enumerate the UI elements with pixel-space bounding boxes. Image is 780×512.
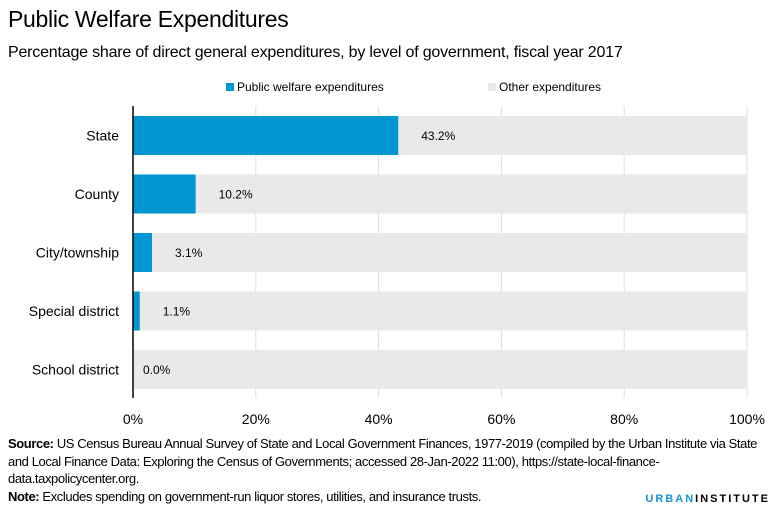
legend-item-welfare: Public welfare expenditures bbox=[226, 80, 384, 94]
legend: Public welfare expenditures Other expend… bbox=[0, 80, 780, 96]
legend-label-other: Other expenditures bbox=[499, 80, 602, 94]
category-label: City/township bbox=[36, 245, 119, 261]
note-text: Excludes spending on government-run liqu… bbox=[39, 488, 482, 504]
data-label: 1.1% bbox=[163, 305, 191, 319]
bar-welfare bbox=[133, 116, 399, 155]
chart-subtitle: Percentage share of direct general expen… bbox=[8, 44, 623, 61]
category-label: County bbox=[75, 186, 119, 202]
legend-swatch-other bbox=[488, 83, 496, 91]
bar-welfare bbox=[133, 233, 153, 272]
x-tick-label: 20% bbox=[242, 411, 270, 427]
bar-welfare bbox=[133, 291, 140, 331]
note: Note: Excludes spending on government-ru… bbox=[8, 488, 778, 506]
source-text: US Census Bureau Annual Survey of State … bbox=[8, 436, 758, 486]
x-tick-label: 0% bbox=[123, 411, 143, 427]
data-label: 10.2% bbox=[219, 188, 253, 202]
bar-other bbox=[133, 291, 747, 331]
legend-item-other: Other expenditures bbox=[488, 80, 601, 94]
category-label: School district bbox=[32, 362, 119, 378]
data-label: 3.1% bbox=[175, 246, 203, 260]
bar-welfare bbox=[133, 174, 196, 214]
legend-label-welfare: Public welfare expenditures bbox=[237, 80, 384, 94]
urban-institute-logo: URBANINSTITUTE bbox=[645, 493, 770, 505]
note-label: Note: bbox=[8, 488, 40, 504]
x-tick-label: 40% bbox=[365, 411, 393, 427]
chart-title: Public Welfare Expenditures bbox=[8, 6, 289, 32]
x-tick-label: 80% bbox=[610, 411, 638, 427]
data-label: 0.0% bbox=[143, 363, 171, 377]
bar-other bbox=[133, 233, 747, 272]
x-tick-label: 60% bbox=[487, 411, 515, 427]
source-label: Source: bbox=[8, 436, 54, 451]
footer: Source: US Census Bureau Annual Survey o… bbox=[8, 435, 778, 505]
data-label: 43.2% bbox=[421, 129, 455, 143]
legend-swatch-welfare bbox=[226, 83, 234, 91]
x-tick-label: 100% bbox=[729, 411, 765, 427]
bar-other bbox=[133, 174, 747, 214]
source-note: Source: US Census Bureau Annual Survey o… bbox=[8, 435, 778, 488]
bar-other bbox=[133, 350, 747, 389]
category-label: State bbox=[86, 128, 119, 144]
category-label: Special district bbox=[29, 303, 119, 319]
